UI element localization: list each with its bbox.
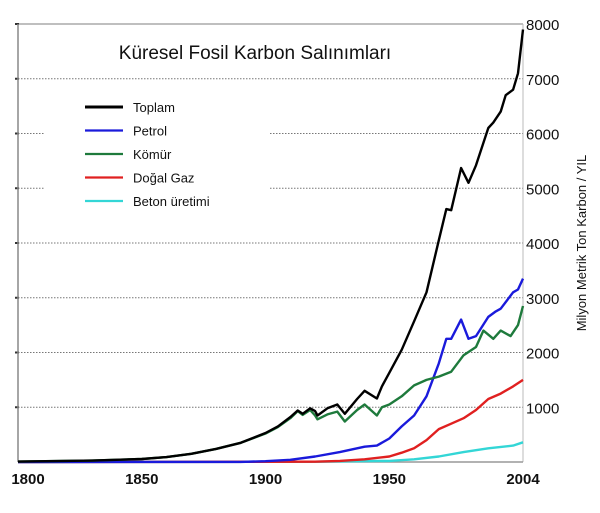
series-line-3 xyxy=(17,378,524,464)
x-tick-label: 1800 xyxy=(11,471,44,488)
y-tick-label: 8000 xyxy=(526,17,559,34)
y-tick-label: 6000 xyxy=(526,127,559,144)
series-line-4 xyxy=(17,441,524,464)
series-line-0 xyxy=(17,29,525,463)
y-tick-label: 1000 xyxy=(526,400,559,417)
y-axis-label: Milyon Metrik Ton Karbon / YIL xyxy=(574,155,589,332)
tick-labels: 1000 2000 3000 4000 5000 6000 7000 8000 1800 1850… xyxy=(11,17,559,488)
y-tick-label: 5000 xyxy=(526,181,559,198)
y-tick-label: 4000 xyxy=(526,236,559,253)
chart-title: Küresel Fosil Karbon Salınımları xyxy=(119,43,391,64)
legend-label: Toplam xyxy=(133,100,175,115)
legend-label: Kömür xyxy=(133,147,172,162)
legend-label: Petrol xyxy=(133,124,167,139)
x-tick-label: 1950 xyxy=(373,471,406,488)
y-tick-label: 7000 xyxy=(526,72,559,89)
legend: Toplam Petrol Kömür Doğal Gaz Beton üretimi xyxy=(85,100,210,209)
y-tick-label: 3000 xyxy=(526,291,559,308)
series-lines xyxy=(17,29,525,464)
x-tick-label: 1850 xyxy=(125,471,158,488)
y-tick-label: 2000 xyxy=(526,346,559,363)
legend-label: Doğal Gaz xyxy=(133,171,194,186)
gridlines xyxy=(15,23,523,409)
legend-label: Beton üretimi xyxy=(133,194,210,209)
x-tick-label: 1900 xyxy=(249,471,282,488)
series-line-2 xyxy=(17,305,525,463)
series-line-1 xyxy=(17,278,525,464)
x-tick-label: 2004 xyxy=(506,471,540,488)
